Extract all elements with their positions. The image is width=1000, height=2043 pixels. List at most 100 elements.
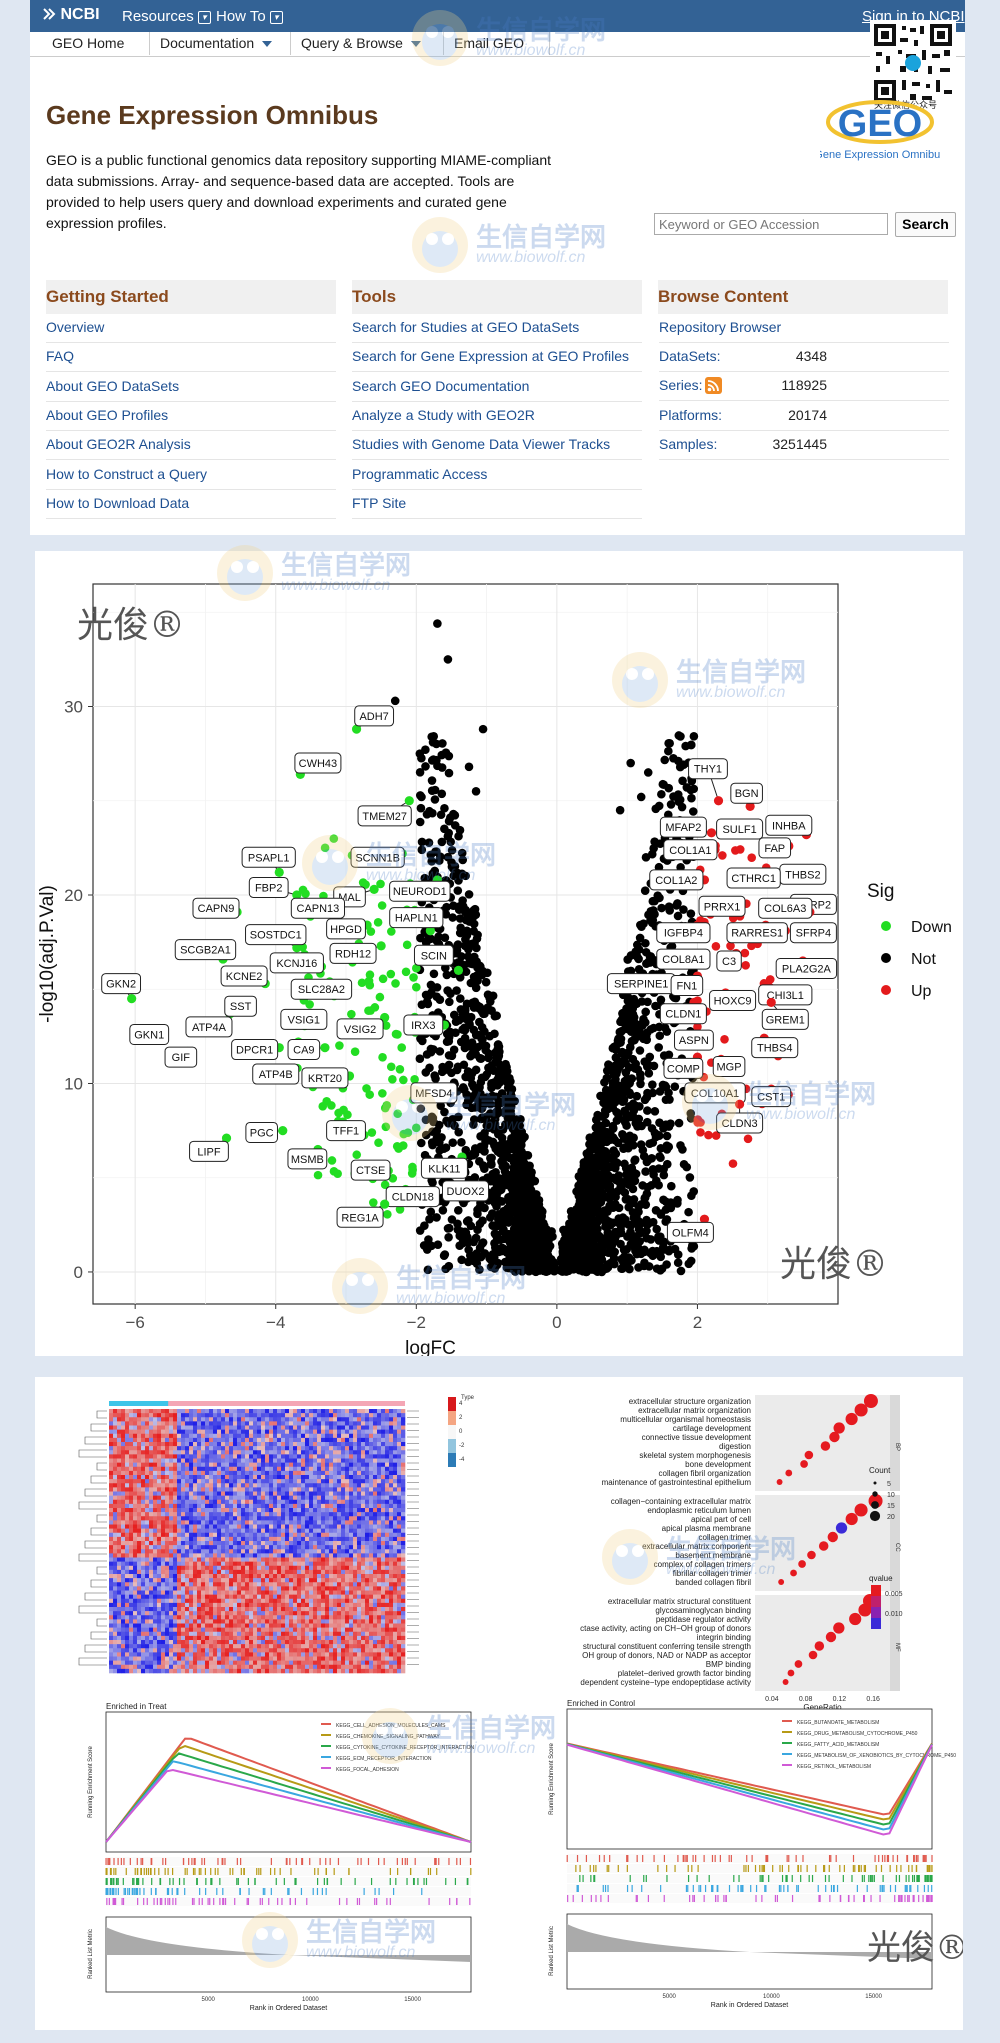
nav-email-geo[interactable]: Email GEO [444, 32, 550, 55]
resources-menu[interactable]: Resources ▾ [122, 8, 211, 25]
not-point [622, 1110, 632, 1120]
heatmap-cell [113, 1508, 118, 1513]
heatmap-cell [361, 1421, 366, 1426]
tools-link[interactable]: Programmatic Access [352, 460, 642, 490]
heatmap-cell [189, 1475, 194, 1480]
heatmap-cell [149, 1433, 154, 1439]
browse-stat-label[interactable]: DataSets: [659, 348, 721, 364]
heatmap-cell [217, 1433, 222, 1439]
heatmap-cell [345, 1466, 350, 1472]
heatmap-cell [345, 1433, 350, 1439]
nav-query-browse[interactable]: Query & Browse [291, 32, 444, 55]
getting-started-link[interactable]: FAQ [46, 342, 336, 373]
heatmap-cell [341, 1442, 346, 1447]
getting-started-link[interactable]: About GEO DataSets [46, 372, 336, 402]
not-point [648, 1080, 657, 1089]
nav-documentation[interactable]: Documentation [150, 32, 291, 55]
heatmap-cell [305, 1499, 310, 1505]
tools-link[interactable]: FTP Site [352, 489, 642, 519]
heatmap-cell [381, 1508, 386, 1513]
ncbi-logo[interactable]: NCBI [42, 6, 100, 24]
heatmap-cell [377, 1483, 382, 1488]
heatmap-cell [333, 1429, 338, 1435]
heatmap-cell [261, 1491, 266, 1496]
not-point [662, 1215, 672, 1224]
tools-link[interactable]: Studies with Genome Data Viewer Tracks [352, 430, 642, 461]
heatmap-cell [289, 1499, 294, 1505]
heatmap-cell [333, 1425, 338, 1430]
heatmap-cell [165, 1437, 170, 1443]
tools-link[interactable]: Analyze a Study with GEO2R [352, 401, 642, 431]
heatmap-cell [277, 1487, 282, 1492]
tools-link[interactable]: Search for Gene Expression at GEO Profil… [352, 342, 642, 373]
not-point [610, 1189, 620, 1199]
not-point [422, 1050, 432, 1059]
heatmap-cell [233, 1450, 238, 1455]
heatmap-cell [397, 1466, 402, 1472]
heatmap-cell [173, 1458, 178, 1463]
heatmap-cell [369, 1487, 374, 1492]
getting-started-link[interactable]: How to Construct a Query [46, 460, 336, 490]
heatmap-cell [173, 1437, 178, 1443]
heatmap-cell [153, 1446, 158, 1451]
browse-stat-label[interactable]: Samples: [659, 435, 718, 452]
howto-menu[interactable]: How To ▾ [216, 8, 283, 25]
heatmap-cell [189, 1433, 194, 1439]
heatmap-cell [205, 1483, 210, 1488]
not-point [673, 1195, 682, 1205]
down-point [378, 1052, 387, 1062]
tools-link[interactable]: Search GEO Documentation [352, 372, 642, 402]
heatmap-cell [237, 1409, 242, 1414]
getting-started-link[interactable]: About GEO Profiles [46, 401, 336, 431]
heatmap-cell [201, 1491, 206, 1496]
heatmap-cell [349, 1479, 354, 1484]
not-point [443, 832, 453, 841]
not-point [427, 786, 437, 796]
heatmap-cell [173, 1499, 178, 1505]
heatmap-cell [181, 1437, 186, 1443]
getting-started-link[interactable]: Overview [46, 313, 336, 343]
heatmap-cell [309, 1491, 314, 1496]
heatmap-cell [173, 1433, 178, 1439]
down-point [381, 1122, 391, 1132]
browse-stat-label[interactable]: Series: [659, 377, 703, 394]
heatmap-cell [281, 1487, 286, 1492]
not-point [608, 1173, 618, 1183]
heatmap-cell [197, 1512, 202, 1517]
heatmap-cell [233, 1429, 238, 1435]
heatmap-cell [365, 1466, 370, 1472]
heatmap-cell [257, 1470, 262, 1476]
repository-browser-link[interactable]: Repository Browser [659, 313, 949, 343]
heatmap-cell [345, 1462, 350, 1468]
heatmap-cell [317, 1437, 322, 1443]
heatmap-cell [329, 1487, 334, 1492]
heatmap-cell [221, 1462, 226, 1468]
not-point [443, 655, 453, 664]
nav-geo-home[interactable]: GEO Home [42, 32, 150, 55]
heatmap-cell [137, 1433, 142, 1439]
heatmap-cell [113, 1442, 118, 1447]
tools-link[interactable]: Search for Studies at GEO DataSets [352, 313, 642, 343]
heatmap-cell [257, 1483, 262, 1488]
heatmap-cell [397, 1470, 402, 1476]
not-point [487, 1091, 497, 1101]
heatmap-cell [377, 1475, 382, 1480]
not-point [685, 1173, 695, 1182]
heatmap-cell [217, 1409, 222, 1414]
getting-started-link[interactable]: How to Download Data [46, 489, 336, 519]
gene-label-box [709, 990, 757, 1012]
not-point [578, 1193, 587, 1203]
heatmap-cell [261, 1470, 266, 1476]
browse-stat-label[interactable]: Platforms: [659, 406, 723, 423]
down-point [409, 973, 418, 982]
heatmap-cell [361, 1475, 366, 1480]
heatmap-cell [113, 1503, 118, 1509]
heatmap-cell [197, 1450, 202, 1455]
not-point [582, 1207, 592, 1217]
search-input[interactable]: Keyword or GEO Accession [654, 213, 888, 235]
not-point [454, 1127, 463, 1137]
heatmap-cell [245, 1454, 250, 1459]
search-button[interactable]: Search [895, 212, 956, 237]
rss-icon[interactable] [705, 377, 722, 394]
getting-started-link[interactable]: About GEO2R Analysis [46, 430, 336, 461]
